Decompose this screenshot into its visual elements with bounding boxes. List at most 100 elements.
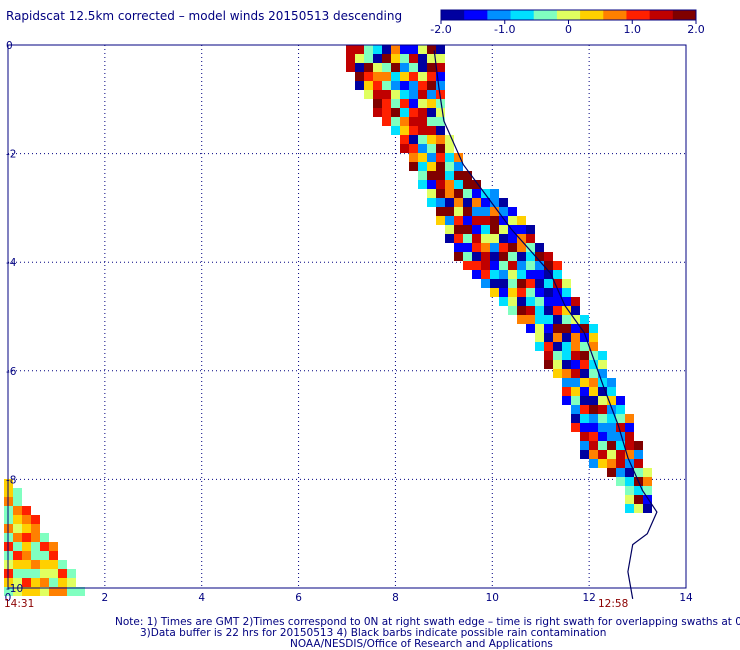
corner-swath-cell	[13, 497, 22, 506]
main-swath-cell	[445, 198, 454, 207]
main-swath-cell	[463, 180, 472, 189]
main-swath-cell	[634, 459, 643, 468]
main-swath-cell	[436, 189, 445, 198]
main-swath-cell	[589, 342, 598, 351]
main-swath-cell	[571, 351, 580, 360]
main-swath-cell	[517, 288, 526, 297]
main-swath-cell	[445, 189, 454, 198]
main-swath-cell	[589, 369, 598, 378]
main-swath-cell	[616, 396, 625, 405]
main-swath-cell	[418, 45, 427, 54]
main-swath-cell	[580, 369, 589, 378]
corner-swath-cell	[67, 587, 76, 596]
main-swath-cell	[562, 315, 571, 324]
main-swath-cell	[571, 405, 580, 414]
main-swath-cell	[463, 225, 472, 234]
main-swath-cell	[508, 261, 517, 270]
time-label-right: 12:58	[598, 598, 629, 610]
main-swath-cell	[481, 270, 490, 279]
main-swath-cell	[643, 468, 652, 477]
axis-tick-labels: 0 2 4 6 8 10 12 14 0 -2 -4 -6 -8 -10	[5, 40, 693, 604]
main-swath-cell	[625, 504, 634, 513]
main-swath-cell	[517, 315, 526, 324]
main-swath-cell	[553, 306, 562, 315]
y-tick-label: 0	[6, 40, 13, 52]
colorbar-segment	[556, 10, 581, 20]
main-swath-cell	[553, 297, 562, 306]
main-swath-cell	[436, 81, 445, 90]
main-swath-cell	[535, 315, 544, 324]
corner-swath-cell	[13, 551, 22, 560]
main-swath-cell	[562, 342, 571, 351]
colorbar-segment	[603, 10, 627, 20]
main-swath-cell	[517, 252, 526, 261]
main-swath-cell	[436, 108, 445, 117]
y-tick-label: -10	[6, 583, 23, 595]
main-swath-cell	[553, 288, 562, 297]
main-swath-cell	[400, 81, 409, 90]
main-swath-cell	[391, 108, 400, 117]
coastline-path	[433, 50, 658, 600]
main-swath-cell	[436, 45, 445, 54]
colorbar-tick-label: 1.0	[624, 23, 642, 36]
main-swath-cell	[562, 306, 571, 315]
main-swath-cell	[571, 297, 580, 306]
main-swath-cell	[391, 99, 400, 108]
main-swath-cell	[490, 243, 499, 252]
main-swath-cell	[553, 333, 562, 342]
main-swath-cell	[598, 414, 607, 423]
main-swath-cell	[364, 90, 373, 99]
main-swath-cell	[625, 486, 634, 495]
main-swath-cell	[382, 108, 391, 117]
footnote-line-2: 3)Data buffer is 22 hrs for 20150513 4) …	[140, 627, 607, 639]
corner-swath-cell	[49, 587, 58, 596]
main-swath-cell	[499, 279, 508, 288]
main-swath-cell	[436, 54, 445, 63]
corner-swath-cell	[22, 560, 31, 569]
main-swath-cell	[499, 207, 508, 216]
main-swath-cell	[625, 432, 634, 441]
y-tick-label: -4	[6, 257, 17, 269]
main-swath-cell	[580, 405, 589, 414]
main-swath-cell	[400, 144, 409, 153]
main-swath-cell	[607, 432, 616, 441]
main-swath-cell	[445, 207, 454, 216]
main-swath-cell	[544, 342, 553, 351]
main-swath-cell	[373, 54, 382, 63]
main-swath-cell	[436, 153, 445, 162]
main-swath-cell	[454, 225, 463, 234]
main-swath-cell	[418, 135, 427, 144]
main-swath-cell	[598, 441, 607, 450]
main-swath-cell	[427, 135, 436, 144]
main-swath-cell	[490, 261, 499, 270]
main-swath-cell	[427, 189, 436, 198]
main-swath-cell	[535, 297, 544, 306]
main-swath-cell	[454, 198, 463, 207]
main-swath-cell	[382, 54, 391, 63]
main-swath-cell	[409, 126, 418, 135]
main-swath-cell	[598, 432, 607, 441]
main-swath-cell	[535, 342, 544, 351]
main-swath-cell	[427, 72, 436, 81]
main-swath-cell	[526, 243, 535, 252]
main-swath-cell	[517, 279, 526, 288]
x-tick-label: 14	[679, 592, 693, 604]
corner-swath-cell	[13, 542, 22, 551]
main-swath-cell	[580, 351, 589, 360]
main-swath-cell	[499, 252, 508, 261]
main-swath-cell	[643, 495, 652, 504]
main-swath-cell	[535, 333, 544, 342]
main-swath-cell	[346, 45, 355, 54]
main-swath-cell	[409, 99, 418, 108]
colorbar-segment	[487, 10, 512, 20]
main-swath-cell	[535, 243, 544, 252]
main-swath-cell	[481, 279, 490, 288]
main-swath-cell	[427, 108, 436, 117]
main-swath-cell	[472, 261, 481, 270]
main-swath-cell	[418, 162, 427, 171]
main-swath-cell	[463, 198, 472, 207]
corner-swath-cell	[58, 569, 67, 578]
main-swath-cell	[499, 234, 508, 243]
main-swath-cell	[625, 414, 634, 423]
main-swath-cell	[580, 360, 589, 369]
